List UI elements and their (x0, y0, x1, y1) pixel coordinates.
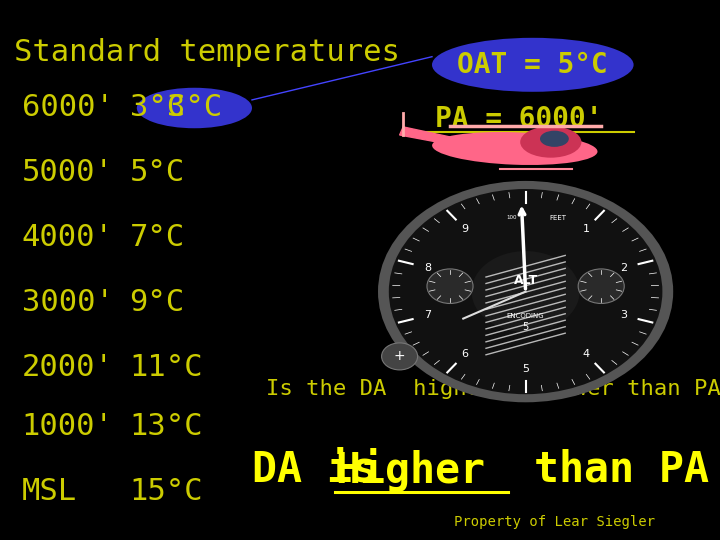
Text: DA is: DA is (252, 449, 402, 491)
Text: 5000': 5000' (22, 158, 114, 187)
Text: ENCODING: ENCODING (507, 313, 544, 319)
Ellipse shape (137, 87, 252, 128)
Circle shape (472, 251, 580, 332)
Text: 4000': 4000' (22, 223, 114, 252)
Text: PA = 6000': PA = 6000' (435, 105, 602, 133)
Text: 9: 9 (462, 224, 469, 234)
Text: MSL: MSL (22, 477, 77, 506)
Text: 2: 2 (620, 263, 627, 273)
Circle shape (378, 181, 673, 402)
Text: 3°C: 3°C (130, 93, 185, 123)
Text: Property of Lear Siegler: Property of Lear Siegler (454, 515, 654, 529)
Text: than PA: than PA (509, 449, 709, 491)
Text: 15°C: 15°C (130, 477, 203, 506)
Text: 4: 4 (582, 349, 590, 359)
Text: 11°C: 11°C (130, 353, 203, 382)
Text: 7°C: 7°C (130, 223, 185, 252)
Text: 9°C: 9°C (130, 288, 185, 317)
Circle shape (578, 269, 624, 303)
Ellipse shape (520, 126, 582, 158)
Text: Standard temperatures: Standard temperatures (14, 38, 400, 67)
Text: 6: 6 (462, 349, 469, 359)
Text: 3°C: 3°C (167, 93, 222, 123)
Text: OAT = 5°C: OAT = 5°C (457, 51, 608, 79)
Text: 5°C: 5°C (130, 158, 185, 187)
Text: ALT: ALT (513, 274, 538, 287)
Text: 2000': 2000' (22, 353, 114, 382)
Text: 6000': 6000' (22, 93, 114, 123)
Text: 1000': 1000' (22, 412, 114, 441)
Text: 1: 1 (582, 224, 590, 234)
Text: 5: 5 (522, 364, 529, 374)
Text: 3: 3 (620, 310, 627, 320)
Polygon shape (400, 127, 479, 148)
Text: 3000': 3000' (22, 288, 114, 317)
Circle shape (382, 343, 418, 370)
Text: 13°C: 13°C (130, 412, 203, 441)
Ellipse shape (540, 131, 569, 147)
Text: FEET: FEET (549, 214, 567, 221)
Ellipse shape (432, 38, 634, 92)
Text: 8: 8 (424, 263, 431, 273)
Text: 7: 7 (424, 310, 431, 320)
Circle shape (427, 269, 473, 303)
Ellipse shape (432, 132, 598, 165)
Text: Higher: Higher (335, 448, 485, 492)
Circle shape (389, 189, 662, 394)
Text: +: + (394, 349, 405, 363)
Text: 100: 100 (506, 215, 516, 220)
Text: Is the DA  higher or lower than PA: Is the DA higher or lower than PA (266, 379, 720, 399)
Text: 5: 5 (523, 322, 528, 332)
